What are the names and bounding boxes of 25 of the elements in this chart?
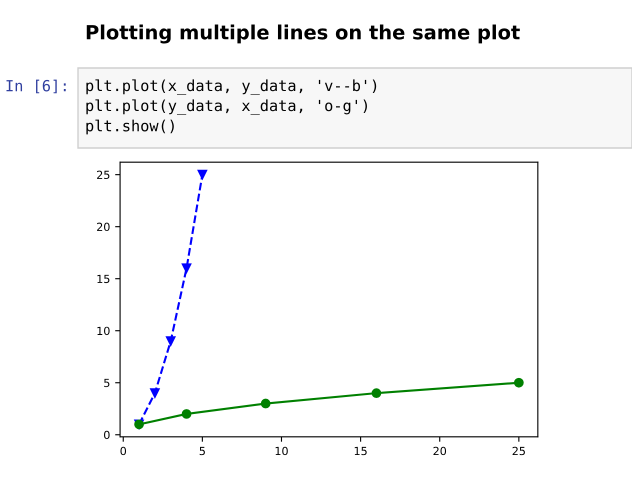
point — [182, 409, 192, 419]
point — [260, 398, 271, 408]
point — [198, 170, 208, 180]
y-tick-label: 20 — [97, 222, 110, 232]
x-tick-label: 0 — [120, 446, 126, 456]
point — [166, 336, 176, 346]
text: plt.plot(y_data, x_data, 'o-g') — [86, 99, 367, 115]
x-tick-label: 5 — [200, 446, 205, 456]
y-tick-label: 25 — [97, 170, 110, 180]
point — [514, 378, 524, 388]
point — [372, 388, 382, 398]
text: In [6]: — [6, 80, 66, 94]
x-tick-label: 10 — [276, 446, 288, 456]
point — [150, 388, 160, 398]
y-tick-label: 10 — [97, 326, 110, 336]
y-tick-label: 15 — [97, 274, 110, 284]
x-tick-label: 25 — [512, 446, 525, 456]
chart-title: Plotting multiple lines on the same plot — [86, 24, 520, 44]
y-tick-label: 5 — [104, 378, 110, 388]
text: plt.plot(x_data, y_data, 'v--b') — [86, 79, 376, 95]
x-tick-label: 15 — [354, 446, 367, 456]
text: plt.show() — [86, 120, 174, 134]
y-tick-label: 0 — [104, 430, 110, 440]
point — [182, 263, 192, 274]
x-tick-label: 20 — [433, 446, 446, 456]
